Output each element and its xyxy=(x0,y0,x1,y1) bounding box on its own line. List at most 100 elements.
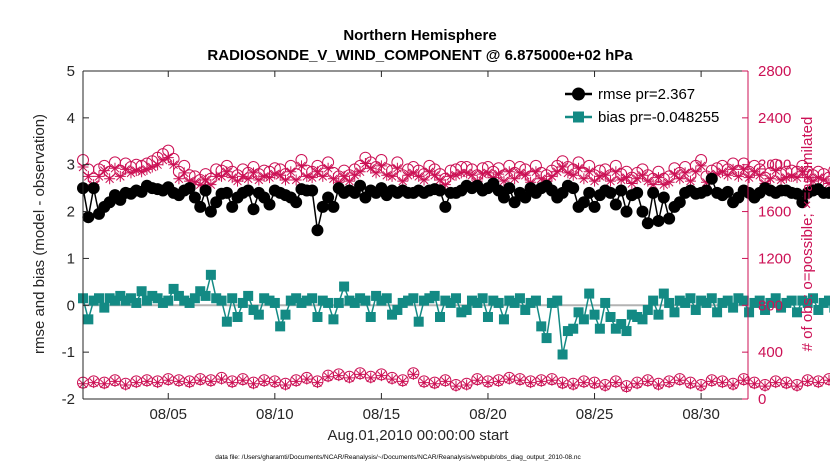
bias-marker xyxy=(349,297,360,308)
rmse-marker xyxy=(434,184,447,197)
bias-marker xyxy=(594,323,605,334)
obs-assimilated-marker xyxy=(413,170,425,182)
obs-assimilated-marker xyxy=(780,172,792,184)
obs-assimilated-bottom-marker xyxy=(216,373,228,385)
bias-marker xyxy=(685,293,696,304)
obs-assimilated-bottom-marker xyxy=(301,373,313,385)
bias-marker xyxy=(403,295,414,306)
obs-assimilated-marker xyxy=(535,173,547,185)
legend-bias-label: bias pr=-0.048255 xyxy=(598,109,719,126)
obs-assimilated-bottom-marker xyxy=(471,374,483,386)
bias-marker xyxy=(488,295,499,306)
obs-assimilated-marker xyxy=(365,162,377,174)
obs-assimilated-marker xyxy=(477,168,489,180)
obs-assimilated-bottom-marker xyxy=(780,378,792,390)
axes: 08/05 08/10 08/15 08/20 08/25 08/30 -2 -1 0 1 2 3 4 5… xyxy=(62,63,792,423)
bias-marker xyxy=(253,309,264,320)
rmse-marker xyxy=(183,182,196,195)
bias-marker xyxy=(205,269,216,280)
bias-marker xyxy=(749,297,760,308)
obs-assimilated-bottom-marker xyxy=(589,378,601,390)
rmse-marker xyxy=(663,212,676,225)
x-tick-label: 08/10 xyxy=(256,406,294,423)
bias-marker xyxy=(227,293,238,304)
bias-marker xyxy=(280,309,291,320)
obs-assimilated-marker xyxy=(232,175,244,187)
bias-marker xyxy=(88,295,99,306)
obs-assimilated-bottom-marker xyxy=(130,377,142,389)
obs-assimilated-marker xyxy=(562,167,574,179)
obs-assimilated-marker xyxy=(498,175,510,187)
bias-marker xyxy=(104,293,115,304)
bias-marker xyxy=(674,295,685,306)
bias-marker xyxy=(621,326,632,337)
bias-marker xyxy=(765,297,776,308)
bias-marker xyxy=(307,293,318,304)
obs-assimilated-marker xyxy=(200,174,212,186)
obs-assimilated-marker xyxy=(647,179,659,191)
bias-marker xyxy=(237,297,248,308)
bias-marker xyxy=(578,314,589,325)
rmse-marker xyxy=(604,186,617,199)
obs-assimilated-marker xyxy=(173,173,185,185)
obs-assimilated-bottom-marker xyxy=(269,377,281,389)
bias-marker xyxy=(546,297,557,308)
y-right-tick-label: 1200 xyxy=(758,250,791,267)
obs-assimilated-marker xyxy=(120,163,132,175)
bias-marker xyxy=(136,286,147,297)
obs-assimilated-bottom-marker xyxy=(652,379,664,391)
bias-marker xyxy=(802,297,813,308)
rmse-marker xyxy=(263,198,276,211)
bias-marker xyxy=(728,302,739,313)
bias-markers xyxy=(78,269,830,360)
obs-assimilated-marker xyxy=(461,167,473,179)
obs-assimilated-bottom-marker xyxy=(343,372,355,384)
bias-marker xyxy=(658,288,669,299)
obs-assimilated-marker xyxy=(557,161,569,173)
rmse-marker xyxy=(609,198,622,211)
rmse-marker xyxy=(204,205,217,218)
obs-assimilated-marker xyxy=(818,174,830,186)
bias-marker xyxy=(125,293,136,304)
bias-marker xyxy=(520,304,531,315)
bias-marker xyxy=(211,293,222,304)
y-axis-label: rmse and bias (model - observation) xyxy=(31,114,48,354)
obs-assimilated-marker xyxy=(258,170,270,182)
obs-assimilated-marker xyxy=(652,172,664,184)
y-tick-label: 3 xyxy=(67,157,75,174)
obs-assimilated-marker xyxy=(636,169,648,181)
bias-marker xyxy=(781,297,792,308)
bias-marker xyxy=(387,309,398,320)
bias-marker xyxy=(296,297,307,308)
obs-assimilated-marker xyxy=(136,166,148,178)
obs-assimilated-marker xyxy=(599,169,611,181)
obs-assimilated-bottom-series xyxy=(77,368,830,393)
rmse-marker xyxy=(583,186,596,199)
obs-assimilated-marker xyxy=(343,175,355,187)
bias-marker xyxy=(498,314,509,325)
obs-assimilated-bottom-marker xyxy=(514,374,526,386)
rmse-marker xyxy=(647,186,660,199)
obs-assimilated-marker xyxy=(290,174,302,186)
obs-assimilated-bottom-marker xyxy=(578,377,590,389)
bias-marker xyxy=(610,323,621,334)
obs-assimilated-marker xyxy=(615,174,627,186)
obs-assimilated-marker xyxy=(493,168,505,180)
obs-assimilated-bottom-marker xyxy=(450,380,462,392)
bias-marker xyxy=(776,302,787,313)
obs-assimilated-marker xyxy=(509,173,521,185)
rmse-marker xyxy=(226,200,239,213)
rmse-marker xyxy=(199,184,212,197)
bias-marker xyxy=(562,326,573,337)
bias-marker xyxy=(818,297,829,308)
obs-assimilated-bottom-marker xyxy=(482,377,494,389)
bias-marker xyxy=(323,297,334,308)
legend-rmse-marker xyxy=(572,87,585,101)
bias-marker xyxy=(797,295,808,306)
obs-assimilated-marker xyxy=(530,166,542,178)
bias-marker xyxy=(435,312,446,322)
bias-marker xyxy=(333,297,344,308)
bias-marker xyxy=(557,349,568,360)
obs-assimilated-marker xyxy=(359,158,371,170)
